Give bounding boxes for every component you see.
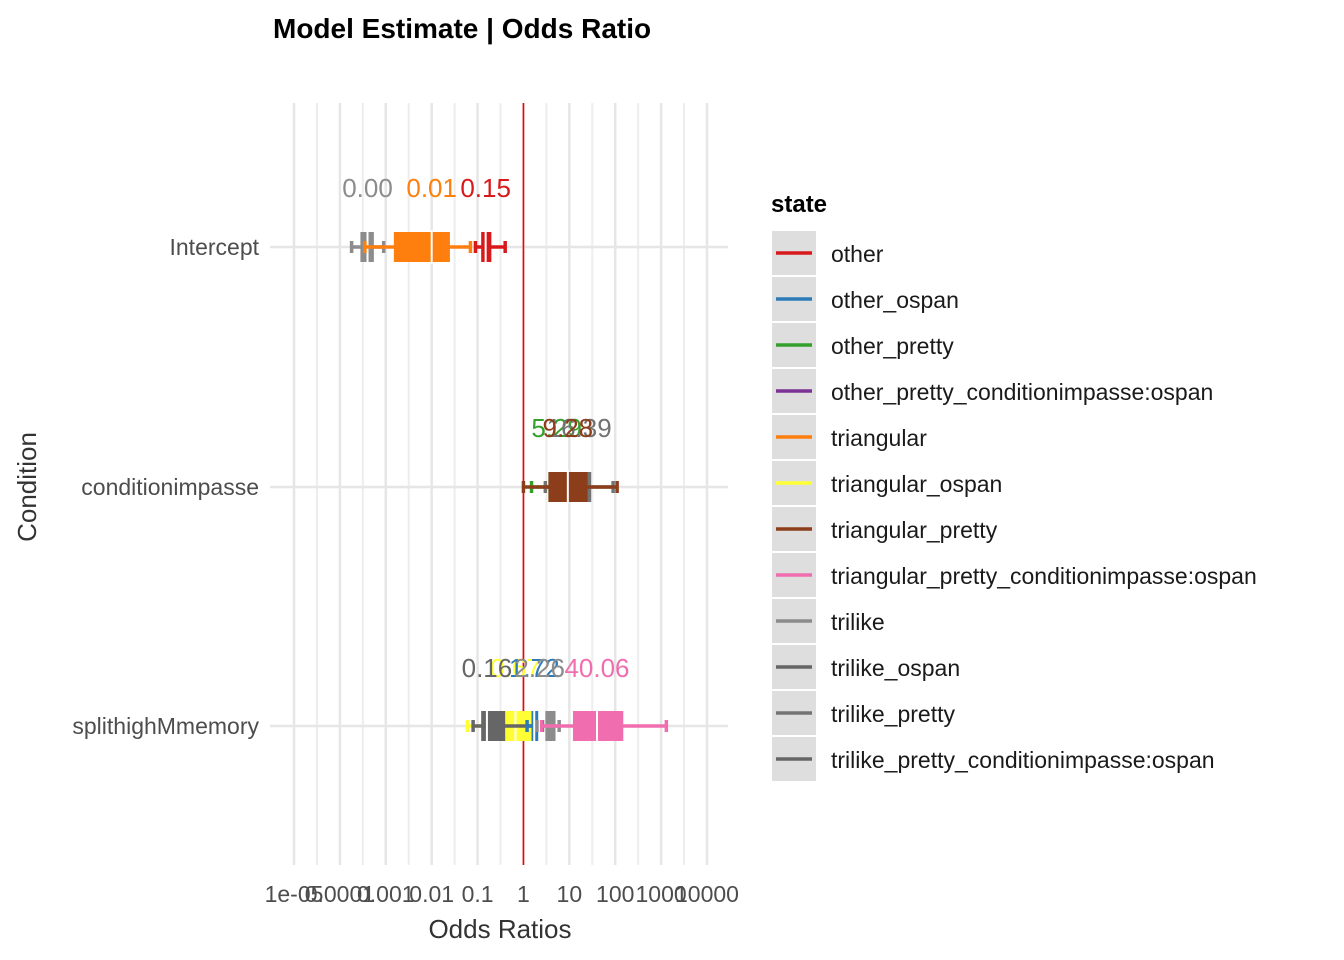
x-tick-label: 100 <box>596 881 634 907</box>
legend-label: other_pretty <box>831 333 954 359</box>
ci-box <box>481 711 506 741</box>
legend-label: triangular_pretty_conditionimpasse:ospan <box>831 563 1257 589</box>
x-tick-label: 0.01 <box>409 881 454 907</box>
y-tick-label: conditionimpasse <box>81 474 259 500</box>
estimate-label: 9.28 <box>543 413 594 443</box>
legend-title: state <box>771 191 827 218</box>
legend-label: triangular_pretty <box>831 517 998 543</box>
estimate-label: 0.00 <box>342 173 393 203</box>
legend-label: trilike <box>831 609 885 635</box>
ci-box <box>572 711 624 741</box>
x-axis-title: Odds Ratios <box>428 914 571 944</box>
estimate-label: 2.26 <box>514 653 565 683</box>
x-tick-label: 0.001 <box>357 881 415 907</box>
y-tick-label: Intercept <box>170 234 260 260</box>
ci-box <box>393 232 450 262</box>
legend-label: other_pretty_conditionimpasse:ospan <box>831 379 1213 405</box>
estimate-label: 0.16 <box>462 653 513 683</box>
estimate-label: 1.72 <box>509 653 560 683</box>
legend-label: triangular <box>831 425 927 451</box>
x-tick-label: 1000 <box>636 881 687 907</box>
y-tick-label: splithighMmemory <box>72 713 259 739</box>
estimate-label: 16.39 <box>547 413 612 443</box>
estimate-label: 40.06 <box>564 653 629 683</box>
legend: state other other_ospan other_pretty other_… <box>771 191 1257 781</box>
legend-label: other <box>831 241 884 267</box>
x-tick-label: 10 <box>557 881 583 907</box>
legend-label: triangular_ospan <box>831 471 1002 497</box>
x-tick-label: 0.1 <box>462 881 494 907</box>
estimate-label: 0.67 <box>490 653 541 683</box>
legend-label: other_ospan <box>831 287 959 313</box>
estimate-label: 5.29 <box>531 413 582 443</box>
estimate-label: 0.15 <box>460 173 511 203</box>
x-tick-label: 1 <box>517 881 530 907</box>
y-axis-ticks: Intercept conditionimpasse splithighMmemor… <box>72 234 259 739</box>
legend-label: trilike_ospan <box>831 655 960 681</box>
x-tick-label: 1e-05 <box>265 881 324 907</box>
legend-label: trilike_pretty_conditionimpasse:ospan <box>831 747 1215 773</box>
chart-title: Model Estimate | Odds Ratio <box>273 13 651 44</box>
estimate-label: 0.01 <box>406 173 457 203</box>
grid-lines <box>270 103 728 865</box>
y-axis-title: Condition <box>12 432 42 542</box>
legend-label: trilike_pretty <box>831 701 955 727</box>
x-tick-label: 10000 <box>675 881 739 907</box>
x-tick-label: 0.0001 <box>305 881 375 907</box>
